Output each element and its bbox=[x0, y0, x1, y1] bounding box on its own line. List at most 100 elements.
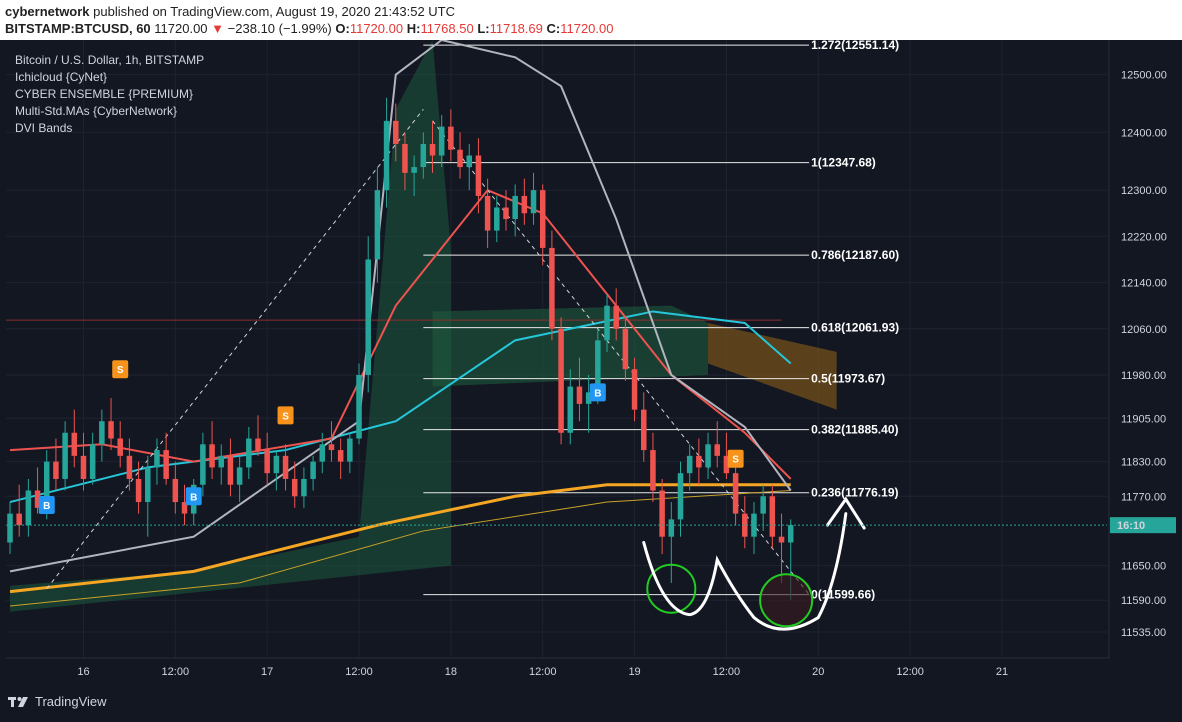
sell-marker[interactable] bbox=[277, 406, 294, 425]
candle-body[interactable] bbox=[393, 120, 399, 144]
candle-body[interactable] bbox=[420, 143, 427, 168]
price-chart[interactable]: 1.272(12551.14) 1(12347.68) 0.786(12187.60… bbox=[0, 40, 1182, 722]
candle-body[interactable] bbox=[218, 455, 225, 468]
buy-marker[interactable] bbox=[185, 487, 202, 506]
candle-body[interactable] bbox=[521, 195, 528, 214]
candle-body[interactable] bbox=[595, 340, 601, 393]
candle-body[interactable] bbox=[760, 496, 766, 514]
candle-body[interactable] bbox=[622, 328, 629, 370]
candle-body[interactable] bbox=[117, 438, 123, 456]
legend-indicator[interactable]: DVI Bands bbox=[15, 121, 73, 135]
sell-marker[interactable] bbox=[112, 360, 129, 379]
candle-body[interactable] bbox=[512, 195, 518, 220]
publisher-name[interactable]: cybernetwork bbox=[5, 4, 90, 19]
candle-body[interactable] bbox=[209, 444, 215, 468]
candle-body[interactable] bbox=[558, 328, 564, 433]
candle-body[interactable] bbox=[778, 536, 785, 543]
candle-body[interactable] bbox=[374, 190, 381, 260]
candle-body[interactable] bbox=[154, 450, 160, 468]
candle-body[interactable] bbox=[631, 369, 638, 410]
candle-body[interactable] bbox=[80, 455, 87, 479]
current-price-tag[interactable] bbox=[1110, 517, 1176, 534]
candle-body[interactable] bbox=[659, 490, 665, 537]
candle-body[interactable] bbox=[613, 305, 619, 329]
candle-body[interactable] bbox=[163, 450, 169, 479]
candle-body[interactable] bbox=[549, 247, 555, 329]
candle-body[interactable] bbox=[503, 207, 509, 220]
candle-body[interactable] bbox=[411, 167, 417, 173]
candle-body[interactable] bbox=[236, 467, 243, 485]
candle-body[interactable] bbox=[337, 450, 344, 462]
candle-body[interactable] bbox=[145, 467, 151, 503]
candle-body[interactable] bbox=[585, 392, 592, 404]
candle-body[interactable] bbox=[539, 190, 546, 248]
candle-body[interactable] bbox=[402, 143, 408, 173]
sell-marker[interactable] bbox=[727, 449, 744, 468]
legend-indicator[interactable]: Multi-Std.MAs {CyberNetwork} bbox=[15, 104, 178, 118]
candle-body[interactable] bbox=[365, 259, 371, 375]
candle-body[interactable] bbox=[604, 305, 610, 341]
candle-body[interactable] bbox=[25, 490, 32, 526]
candle-body[interactable] bbox=[301, 478, 307, 497]
candle-body[interactable] bbox=[356, 374, 362, 439]
candle-body[interactable] bbox=[16, 513, 22, 526]
candle-body[interactable] bbox=[714, 444, 720, 456]
candle-body[interactable] bbox=[310, 461, 316, 479]
candle-body[interactable] bbox=[448, 126, 454, 150]
candle-body[interactable] bbox=[429, 143, 436, 156]
candle-body[interactable] bbox=[494, 207, 500, 231]
candle-body[interactable] bbox=[172, 478, 179, 503]
legend-indicator[interactable]: CYBER ENSEMBLE {PREMIUM} bbox=[15, 87, 194, 101]
candle-body[interactable] bbox=[89, 444, 96, 479]
candle-body[interactable] bbox=[200, 444, 206, 485]
candle-body[interactable] bbox=[227, 455, 234, 485]
candle-body[interactable] bbox=[466, 155, 472, 168]
candle-body[interactable] bbox=[34, 490, 41, 508]
candle-body[interactable] bbox=[264, 450, 270, 474]
candle-body[interactable] bbox=[742, 513, 748, 537]
buy-marker[interactable] bbox=[38, 495, 55, 514]
candle-body[interactable] bbox=[282, 455, 289, 479]
candle-body[interactable] bbox=[383, 120, 390, 191]
candle-body[interactable] bbox=[255, 438, 261, 451]
candle-body[interactable] bbox=[668, 519, 675, 537]
tradingview-logo[interactable]: TradingView bbox=[8, 694, 107, 709]
candle-body[interactable] bbox=[328, 444, 335, 451]
candle-body[interactable] bbox=[576, 386, 583, 404]
candle-body[interactable] bbox=[696, 455, 702, 468]
candle-body[interactable] bbox=[641, 409, 647, 451]
candle-body[interactable] bbox=[732, 473, 739, 514]
candle-body[interactable] bbox=[650, 450, 656, 491]
candle-body[interactable] bbox=[53, 461, 59, 479]
candle-body[interactable] bbox=[246, 438, 252, 468]
chart-area[interactable]: 1.272(12551.14) 1(12347.68) 0.786(12187.60… bbox=[0, 40, 1182, 722]
candle-body[interactable] bbox=[291, 478, 298, 497]
candle-body[interactable] bbox=[108, 421, 114, 439]
candle-body[interactable] bbox=[751, 513, 757, 537]
candle-body[interactable] bbox=[475, 155, 482, 196]
candle-body[interactable] bbox=[181, 502, 188, 514]
candle-body[interactable] bbox=[484, 195, 491, 231]
candle-body[interactable] bbox=[62, 432, 68, 479]
candle-body[interactable] bbox=[677, 473, 684, 520]
candle-body[interactable] bbox=[769, 496, 776, 537]
candle-body[interactable] bbox=[347, 438, 353, 462]
legend-indicator[interactable]: Ichicloud {CyNet} bbox=[15, 70, 108, 84]
candle-body[interactable] bbox=[686, 455, 693, 474]
candle-body[interactable] bbox=[135, 478, 142, 503]
candle-body[interactable] bbox=[7, 513, 13, 543]
candle-body[interactable] bbox=[723, 455, 730, 474]
candle-body[interactable] bbox=[705, 444, 711, 468]
candle-body[interactable] bbox=[43, 461, 50, 508]
candle-body[interactable] bbox=[319, 444, 326, 462]
candle-body[interactable] bbox=[273, 455, 280, 474]
candle-body[interactable] bbox=[567, 386, 574, 433]
candle-body[interactable] bbox=[71, 432, 78, 456]
candle-body[interactable] bbox=[126, 455, 133, 479]
candle-body[interactable] bbox=[787, 525, 794, 543]
candle-body[interactable] bbox=[438, 126, 445, 156]
buy-marker[interactable] bbox=[589, 383, 606, 402]
candle-body[interactable] bbox=[99, 421, 105, 445]
legend-title[interactable]: Bitcoin / U.S. Dollar, 1h, BITSTAMP bbox=[15, 53, 205, 67]
candle-body[interactable] bbox=[530, 190, 537, 214]
